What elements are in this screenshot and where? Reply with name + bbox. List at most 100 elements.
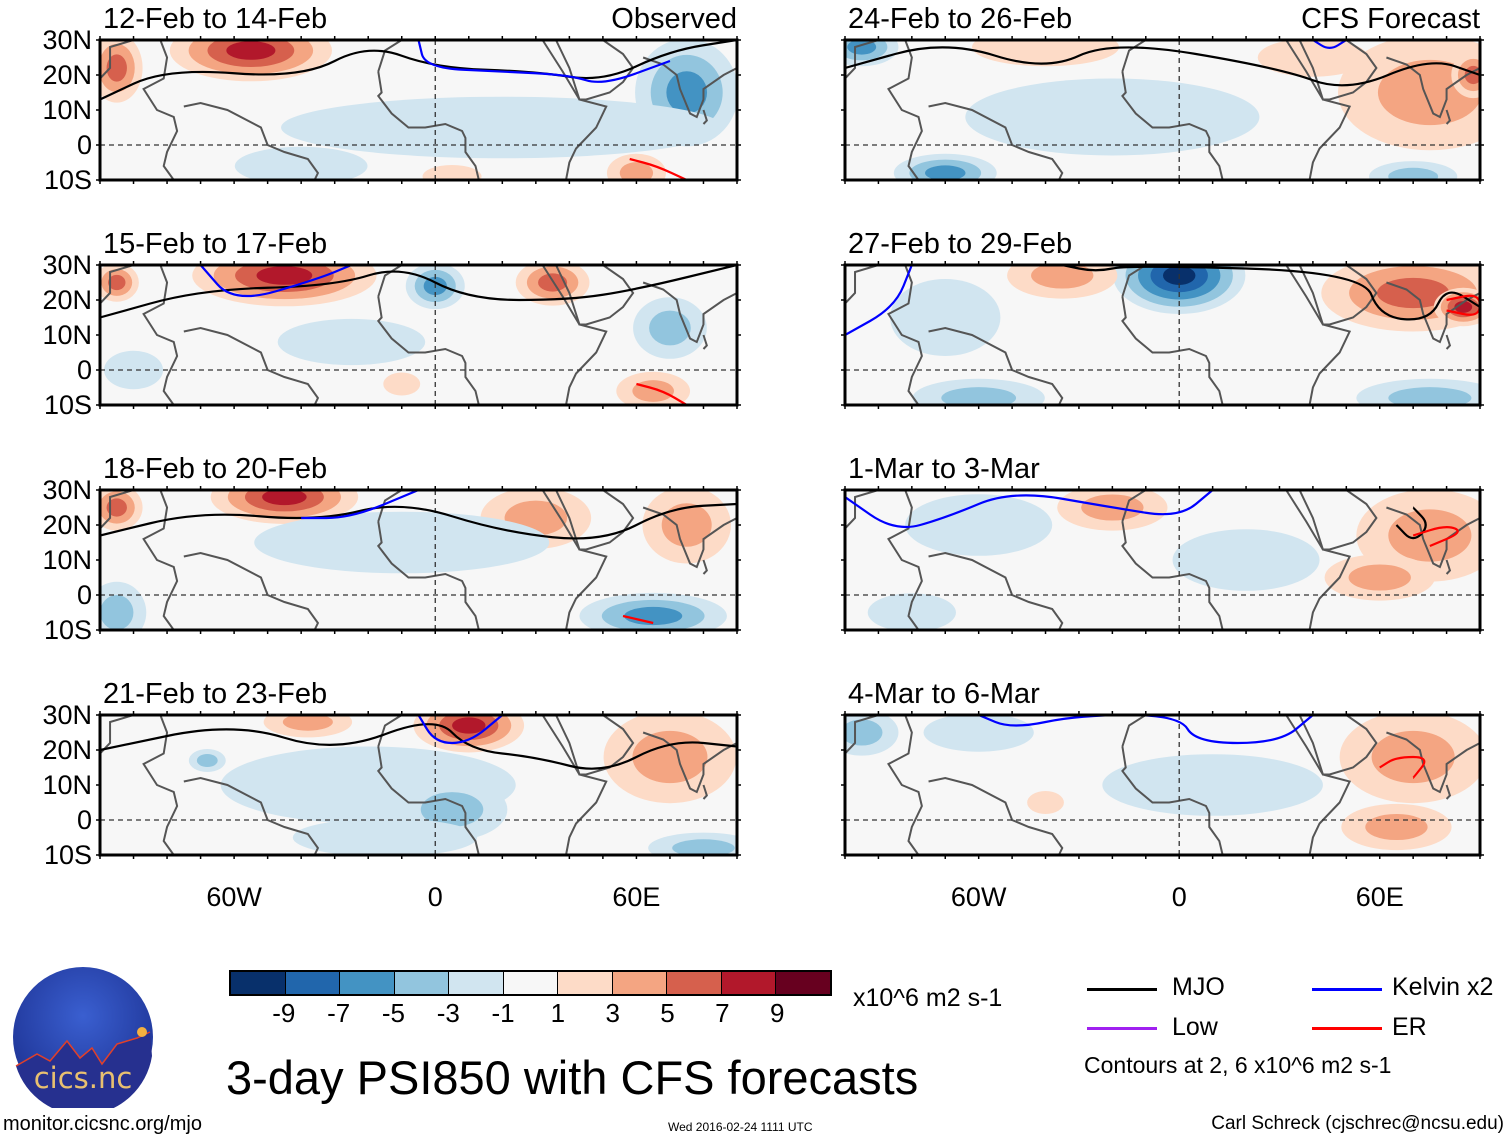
anomaly-contour-fill: [196, 753, 218, 768]
lon-tick-label: 60E: [1355, 882, 1404, 912]
panel-title: 24-Feb to 26-Feb: [848, 3, 1073, 35]
lat-tick-label: 20N: [42, 735, 92, 765]
colorbar-tick-label: -3: [436, 998, 460, 1028]
coastline: [100, 490, 179, 630]
lat-tick-label: 10S: [43, 615, 92, 645]
panel-title: 21-Feb to 23-Feb: [103, 678, 328, 710]
er-contour: [1412, 526, 1459, 548]
anomaly-contour-fill: [106, 54, 127, 82]
kelvin-contour: [417, 715, 504, 745]
coastline: [555, 490, 635, 551]
colorbar-tick-label: 3: [605, 998, 620, 1028]
lon-tick-label: 0: [427, 882, 443, 912]
er-contour: [622, 614, 654, 625]
coastline: [1445, 109, 1452, 125]
colorbar-segment: [285, 972, 341, 994]
colorbar-segment: [340, 972, 395, 994]
coastline: [845, 265, 923, 405]
kelvin-contour: [845, 490, 1214, 529]
legend-label-kelvin: Kelvin x2: [1392, 973, 1494, 1001]
coastline: [702, 559, 708, 575]
contours-note: Contours at 2, 6 x10^6 m2 s-1: [1084, 1052, 1392, 1078]
coastline: [928, 551, 1064, 630]
colorbar-tick-label: -7: [327, 998, 351, 1028]
colorbar-tick-label: 1: [550, 998, 566, 1028]
map-panel: [841, 711, 1484, 859]
lat-tick-label: 10N: [42, 95, 92, 125]
lon-tick-label: 60W: [206, 882, 262, 912]
anomaly-contour-fill: [106, 498, 127, 517]
coastline: [642, 506, 737, 569]
coastline: [928, 776, 1064, 855]
legend-line-mjo: [1087, 988, 1157, 991]
colorbar-units: x10^6 m2 s-1: [853, 984, 1003, 1012]
footer-author: Carl Schreck (cjschrec@ncsu.edu): [1211, 1113, 1504, 1134]
anomaly-contour-fill: [905, 494, 1053, 556]
mjo-contour: [845, 46, 1480, 87]
anomaly-contour-fill: [666, 71, 708, 114]
lat-tick-label: 10S: [43, 165, 92, 195]
lat-tick-label: 30N: [42, 475, 92, 505]
lon-tick-label: 60W: [950, 882, 1007, 912]
map-panel: [96, 486, 741, 634]
anomaly-contour-fill: [281, 96, 724, 159]
map-panel: [841, 486, 1484, 634]
coastline: [1121, 40, 1147, 72]
lat-tick-label: 10N: [42, 320, 92, 350]
anomaly-contour-fill: [226, 41, 276, 60]
colorbar: [229, 970, 832, 996]
coastline: [541, 40, 608, 180]
anomaly-contour-fill: [1348, 564, 1411, 591]
lat-tick-label: 10N: [42, 770, 92, 800]
coastline: [928, 326, 1064, 405]
anomaly-contour-fill: [661, 503, 712, 547]
er-contour: [1446, 294, 1480, 316]
anomaly-contour-fill: [1102, 754, 1323, 816]
panel-title: 18-Feb to 20-Feb: [103, 453, 328, 485]
lat-tick-label: 30N: [42, 25, 92, 55]
lat-tick-label: 0: [76, 805, 92, 835]
anomaly-contour-fill: [632, 380, 675, 402]
coastline: [377, 490, 403, 522]
anomaly-contour-fill: [1454, 301, 1473, 313]
coastline: [555, 265, 635, 326]
coastline: [183, 101, 320, 180]
anomaly-contour-fill: [1031, 265, 1094, 289]
coastline: [377, 265, 403, 297]
colorbar-tick-label: 9: [769, 998, 785, 1028]
cics-logo: cics.nc: [13, 967, 153, 1108]
anomaly-contour-fill: [262, 490, 307, 506]
anomaly-contour-fill: [1388, 387, 1472, 405]
map-panel: [841, 36, 1484, 184]
coastline: [702, 334, 708, 350]
legend-line-er: [1312, 1027, 1382, 1030]
coastline: [702, 109, 708, 125]
coastline: [1298, 715, 1378, 776]
coastline: [702, 784, 708, 800]
anomaly-contour-fill: [890, 279, 1001, 356]
coastline: [1285, 715, 1352, 855]
anomaly-contour-fill: [1388, 167, 1439, 180]
er-contour: [1379, 755, 1426, 779]
kelvin-contour: [199, 265, 352, 298]
anomaly-contour-fill: [256, 266, 313, 285]
colorbar-segment: [776, 972, 831, 994]
coastline: [100, 715, 179, 855]
anomaly-contour-fill: [1257, 40, 1369, 77]
anomaly-contour-fill: [1027, 790, 1064, 815]
colorbar-segment: [503, 972, 559, 994]
anomaly-contour-fill: [104, 350, 164, 390]
colorbar-tick-label: 7: [715, 998, 730, 1028]
anomaly-contour-fill: [1172, 529, 1320, 591]
lat-tick-label: 0: [76, 580, 92, 610]
coastline: [555, 40, 635, 101]
mjo-contour: [100, 502, 737, 540]
map-panel: [96, 711, 741, 859]
coastline: [1285, 265, 1352, 405]
coastline: [1121, 490, 1147, 522]
coastline: [1445, 559, 1452, 575]
er-contour: [629, 157, 688, 180]
anomaly-contour-fill: [422, 164, 482, 180]
observed-header: Observed: [611, 3, 737, 35]
anomaly-contour-fill: [867, 593, 956, 630]
